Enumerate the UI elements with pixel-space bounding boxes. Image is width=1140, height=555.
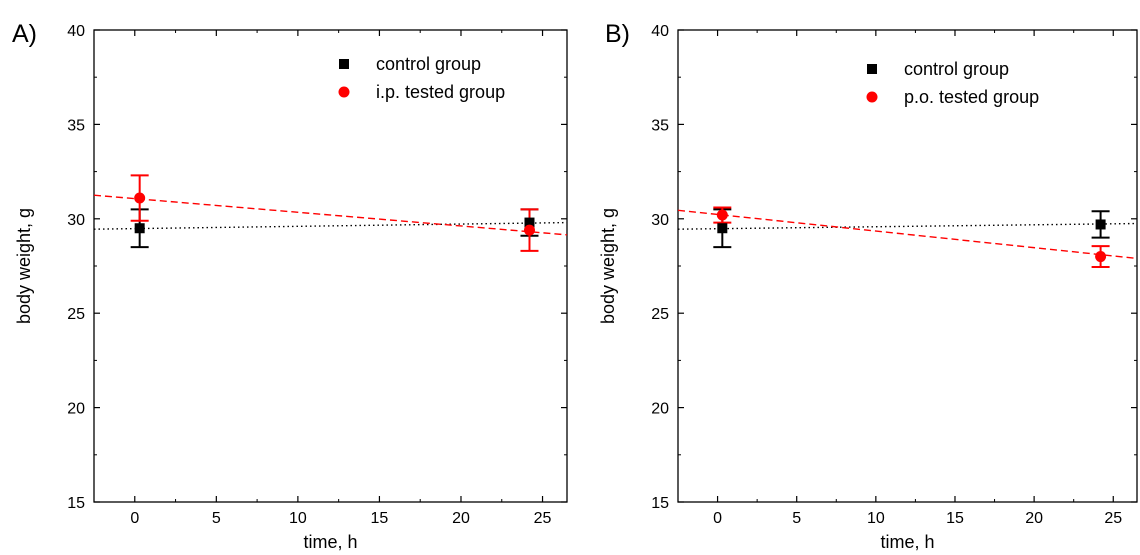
x-tick-label: 15	[371, 510, 389, 527]
legend: control group i.p. tested group	[338, 54, 505, 102]
x-tick-label: 20	[452, 510, 470, 527]
legend-label: p.o. tested group	[904, 87, 1039, 107]
legend-marker-square	[339, 59, 349, 69]
x-tick-label: 10	[867, 510, 885, 527]
y-tick-label: 20	[651, 401, 669, 418]
y-tick-label: 20	[67, 401, 85, 418]
y-axis-title: body weight, g	[14, 208, 34, 324]
x-tick-label: 20	[1025, 510, 1043, 527]
panel-label: A)	[12, 20, 37, 48]
legend-marker-circle	[338, 86, 350, 98]
y-tick-label: 40	[651, 23, 669, 40]
tested-data-point	[716, 209, 728, 221]
x-tick-label: 25	[1104, 510, 1122, 527]
x-tick-label: 0	[713, 510, 722, 527]
y-tick-label: 30	[67, 212, 85, 229]
x-tick-label: 0	[130, 510, 139, 527]
legend-label: i.p. tested group	[376, 82, 505, 102]
panel-a: 0 5 10 15 20 25 15 20 25 30 35 40 time, h body weight…	[12, 20, 568, 552]
panel-label: B)	[605, 20, 630, 48]
x-tick-label: 5	[212, 510, 221, 527]
y-tick-label: 35	[651, 117, 669, 134]
x-tick-label: 25	[534, 510, 552, 527]
control-data-point	[717, 223, 728, 234]
x-tick-label: 15	[946, 510, 964, 527]
y-tick-label: 25	[651, 306, 669, 323]
tested-trend-line	[94, 194, 567, 236]
y-tick-label: 15	[67, 495, 85, 512]
x-axis-title: time, h	[880, 532, 934, 552]
control-trend-line	[94, 221, 567, 230]
tested-data-point	[1095, 251, 1107, 263]
y-tick-label: 40	[67, 23, 85, 40]
panel-b: 0 5 10 15 20 25 15 20 25 30 35 40 time, h body weight…	[598, 20, 1138, 552]
x-tick-label: 10	[289, 510, 307, 527]
legend-marker-circle	[866, 91, 878, 103]
tested-trend-line	[678, 209, 1137, 260]
legend-marker-square	[867, 64, 877, 74]
control-data-point	[1095, 219, 1106, 230]
tested-data-point	[523, 224, 535, 236]
control-data-point	[524, 217, 535, 228]
control-trend-line	[678, 222, 1137, 230]
y-tick-label: 15	[651, 495, 669, 512]
control-data-point	[134, 223, 145, 234]
y-axis-title: body weight, g	[598, 208, 618, 324]
y-tick-label: 25	[67, 306, 85, 323]
y-tick-label: 30	[651, 212, 669, 229]
x-axis-title: time, h	[303, 532, 357, 552]
legend-label: control group	[904, 59, 1009, 79]
legend-label: control group	[376, 54, 481, 74]
y-tick-label: 35	[67, 117, 85, 134]
x-tick-label: 5	[792, 510, 801, 527]
tested-data-point	[134, 192, 146, 204]
legend: control group p.o. tested group	[866, 59, 1039, 107]
